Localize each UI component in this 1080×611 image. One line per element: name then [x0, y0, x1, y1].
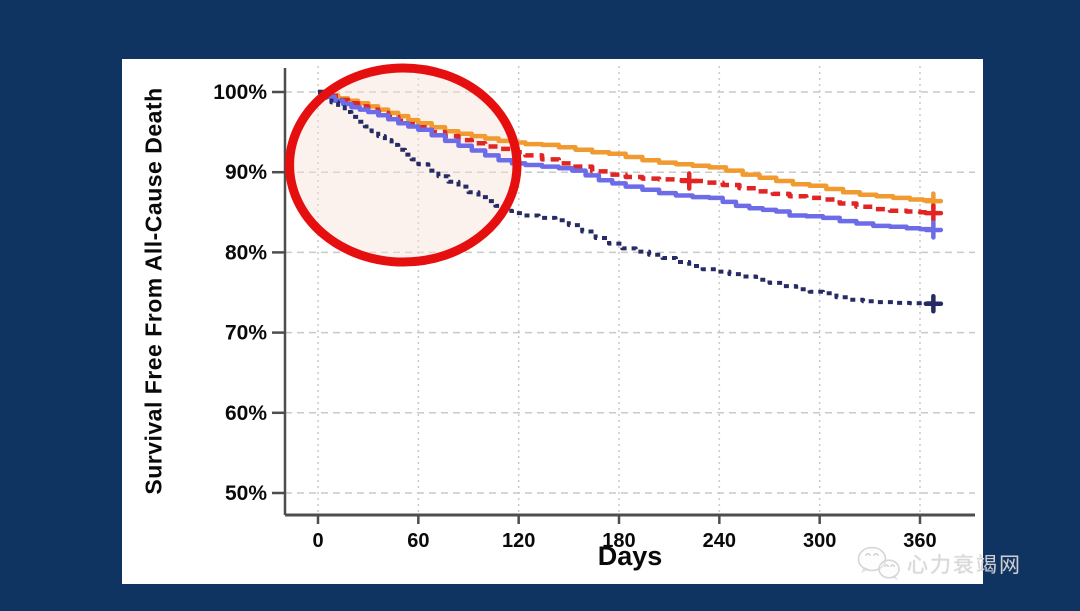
y-axis-title: Survival Free From All-Cause Death: [140, 87, 167, 495]
survival-curve-navy-dotted: [318, 90, 936, 306]
x-tick-label: 120: [502, 530, 535, 552]
x-tick-label: 0: [312, 530, 323, 552]
wechat-icon: [857, 546, 900, 580]
x-tick-label: 300: [803, 530, 836, 552]
y-tick-label: 90%: [225, 161, 267, 184]
x-tick-label: 180: [602, 530, 635, 552]
y-tick-label: 60%: [225, 402, 267, 425]
survival-curve-blue-solid: [318, 89, 936, 232]
x-axis-title: Days: [597, 541, 663, 571]
watermark: 心力衰竭网: [856, 546, 1022, 582]
survival-curve-red-dashed: [318, 89, 936, 215]
survival-chart: 100% 90% 80% 70% 60% 50% 0 60 120 180 240 300 360: [213, 63, 975, 552]
watermark-text: 心力衰竭网: [907, 554, 1022, 577]
y-tick-label: 50%: [225, 482, 267, 505]
x-tick-label: 360: [903, 530, 936, 552]
y-tick-label: 70%: [225, 322, 267, 345]
highlight-ellipse-ring: [285, 63, 522, 267]
x-tick-label: 240: [703, 530, 736, 552]
y-tick-label: 80%: [225, 241, 267, 264]
chart-panel: 100% 90% 80% 70% 60% 50% 0 60 120 180 240 300 360 Su…: [122, 59, 983, 584]
x-tick-label: 60: [407, 530, 429, 552]
survival-curve-orange-solid: [318, 89, 936, 203]
highlight-ellipse-fill: [289, 67, 517, 263]
y-tick-label: 100%: [213, 81, 267, 104]
